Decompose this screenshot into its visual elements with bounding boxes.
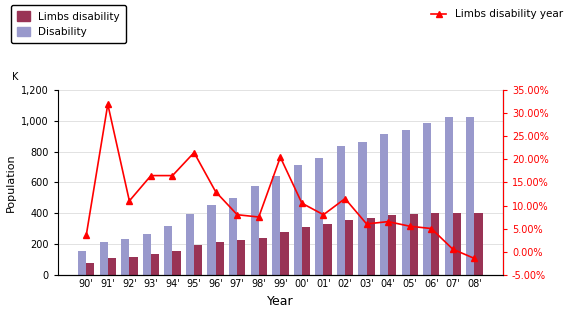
Bar bbox=[475, 213, 483, 275]
Bar bbox=[337, 146, 345, 275]
X-axis label: Year: Year bbox=[267, 295, 294, 308]
Bar bbox=[208, 205, 216, 275]
Bar bbox=[431, 213, 439, 275]
Text: K: K bbox=[12, 72, 18, 82]
Bar bbox=[402, 130, 410, 275]
Bar bbox=[366, 218, 375, 275]
Bar bbox=[315, 158, 324, 275]
Bar bbox=[229, 198, 237, 275]
Bar bbox=[99, 242, 108, 275]
Bar bbox=[294, 165, 302, 275]
Legend: Limbs disability year: Limbs disability year bbox=[427, 5, 567, 24]
Bar bbox=[78, 251, 86, 275]
Bar bbox=[216, 242, 224, 275]
Bar bbox=[186, 214, 194, 275]
Legend: Limbs disability, Disability: Limbs disability, Disability bbox=[11, 5, 126, 43]
Bar bbox=[237, 240, 246, 275]
Bar bbox=[444, 117, 453, 275]
Bar bbox=[453, 213, 461, 275]
Bar bbox=[121, 239, 129, 275]
Bar bbox=[345, 220, 353, 275]
Bar bbox=[108, 258, 116, 275]
Bar bbox=[324, 224, 332, 275]
Bar bbox=[164, 226, 172, 275]
Bar bbox=[251, 186, 259, 275]
Bar bbox=[151, 254, 159, 275]
Bar bbox=[194, 245, 202, 275]
Bar bbox=[272, 176, 280, 275]
Bar bbox=[172, 251, 181, 275]
Bar bbox=[302, 227, 310, 275]
Bar bbox=[380, 134, 388, 275]
Bar bbox=[410, 214, 418, 275]
Bar bbox=[358, 142, 366, 275]
Bar bbox=[86, 263, 94, 275]
Bar bbox=[143, 234, 151, 275]
Bar bbox=[466, 117, 475, 275]
Bar bbox=[280, 232, 288, 275]
Bar bbox=[388, 215, 397, 275]
Bar bbox=[259, 238, 267, 275]
Bar bbox=[423, 123, 431, 275]
Bar bbox=[129, 257, 138, 275]
Y-axis label: Population: Population bbox=[5, 153, 16, 212]
